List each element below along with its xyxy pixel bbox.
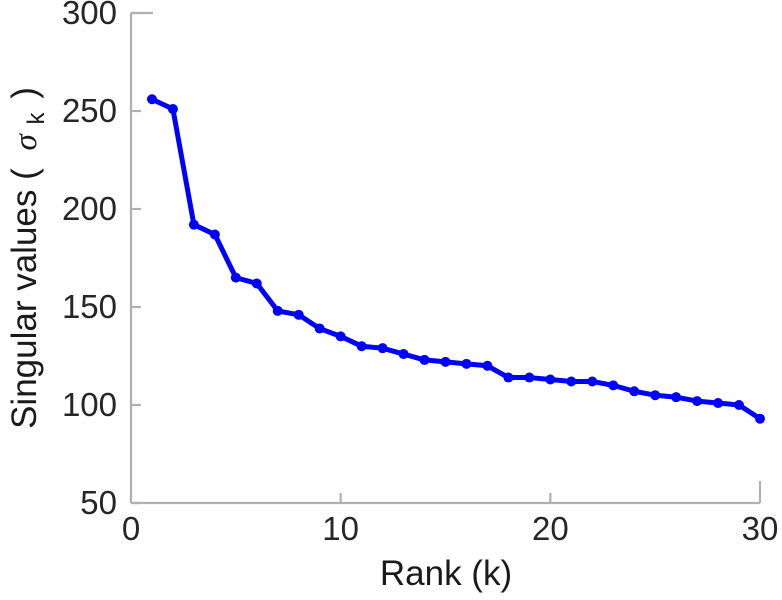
data-point <box>503 372 514 383</box>
x-tick-label: 0 <box>122 510 140 547</box>
data-point <box>251 278 262 289</box>
data-point <box>230 272 241 283</box>
data-point <box>692 396 703 407</box>
y-tick-label: 50 <box>80 484 117 521</box>
y-tick-label: 200 <box>62 190 117 227</box>
y-tick-label: 100 <box>62 386 117 423</box>
y-axis-label: Singular values ( σ k ) <box>5 87 52 429</box>
data-point <box>293 309 304 320</box>
data-point <box>272 305 283 316</box>
y-tick-label: 150 <box>62 288 117 325</box>
x-tick-label: 20 <box>532 510 569 547</box>
y-axis-label-subscript-k: k <box>23 111 50 124</box>
data-point <box>146 94 157 105</box>
data-point <box>713 398 724 409</box>
data-point <box>398 349 409 360</box>
data-point <box>419 354 430 365</box>
data-point <box>314 323 325 334</box>
data-point <box>734 400 745 410</box>
y-axis-label-prefix: Singular values ( <box>5 168 44 429</box>
data-point <box>608 380 619 391</box>
data-series-markers <box>146 94 765 424</box>
data-point <box>461 358 472 369</box>
y-axis-tick-marks <box>131 11 141 505</box>
data-point <box>629 386 640 397</box>
data-point <box>650 390 661 401</box>
data-point <box>587 376 598 387</box>
data-point <box>188 219 199 230</box>
data-point <box>377 343 388 354</box>
y-axis-label-suffix: ) <box>5 87 44 99</box>
data-point <box>209 229 220 240</box>
data-point <box>482 360 493 371</box>
data-point <box>755 413 765 424</box>
data-point <box>440 356 451 367</box>
y-axis-label-sigma: σ <box>8 132 44 150</box>
y-tick-label: 300 <box>62 0 117 31</box>
x-tick-label: 10 <box>322 510 359 547</box>
data-point <box>671 392 682 403</box>
x-axis-label: Rank (k) <box>380 554 512 593</box>
x-axis-tick-marks <box>339 493 552 503</box>
y-axis-tick-labels: 50 100 150 200 250 300 <box>62 0 117 521</box>
x-tick-label: 30 <box>742 510 779 547</box>
data-point <box>335 331 346 342</box>
data-point <box>545 374 556 385</box>
data-series-line <box>149 96 763 422</box>
y-tick-label: 250 <box>62 92 117 129</box>
data-point <box>356 341 367 352</box>
data-point <box>167 104 178 115</box>
data-point <box>524 372 535 383</box>
x-axis-tick-labels: 0 10 20 30 <box>122 510 779 547</box>
data-point <box>566 376 577 387</box>
svg-text:Singular values ( σ: Singular values ( σ k ) <box>5 87 52 429</box>
